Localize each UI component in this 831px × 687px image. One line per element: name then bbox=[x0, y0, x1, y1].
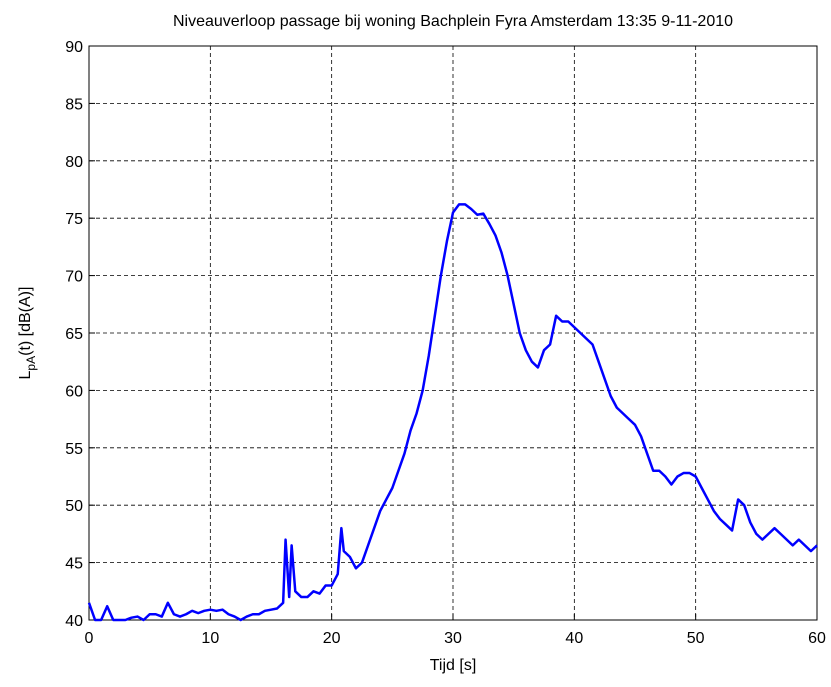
x-axis-label: Tijd [s] bbox=[430, 657, 477, 674]
data-line bbox=[87, 203, 818, 622]
y-axis-label: LpA(t) [dB(A)] bbox=[17, 287, 38, 380]
y-tick-label: 45 bbox=[65, 556, 83, 573]
y-label-rest: (t) [dB(A)] bbox=[17, 287, 34, 356]
x-tick-label: 20 bbox=[323, 630, 341, 647]
x-tick-label: 30 bbox=[444, 630, 462, 647]
y-tick-label: 40 bbox=[65, 613, 83, 630]
y-tick-label: 70 bbox=[65, 269, 83, 286]
y-tick-label: 75 bbox=[65, 211, 83, 228]
y-label-main: L bbox=[17, 370, 34, 379]
x-tick-label: 50 bbox=[687, 630, 705, 647]
y-tick-label: 60 bbox=[65, 383, 83, 400]
chart-title: Niveauverloop passage bij woning Bachple… bbox=[173, 13, 733, 30]
y-tick-label: 50 bbox=[65, 498, 83, 515]
y-label-sub: pA bbox=[24, 356, 38, 371]
y-tick-label: 90 bbox=[65, 39, 83, 56]
x-tick-label: 60 bbox=[808, 630, 826, 647]
y-tick-label: 80 bbox=[65, 154, 83, 171]
y-tick-label: 65 bbox=[65, 326, 83, 343]
x-tick-label: 10 bbox=[201, 630, 219, 647]
plot-frame bbox=[88, 45, 818, 621]
y-tick-label: 55 bbox=[65, 441, 83, 458]
y-tick-label: 85 bbox=[65, 96, 83, 113]
x-tick-label: 40 bbox=[565, 630, 583, 647]
x-tick-label: 0 bbox=[85, 630, 94, 647]
